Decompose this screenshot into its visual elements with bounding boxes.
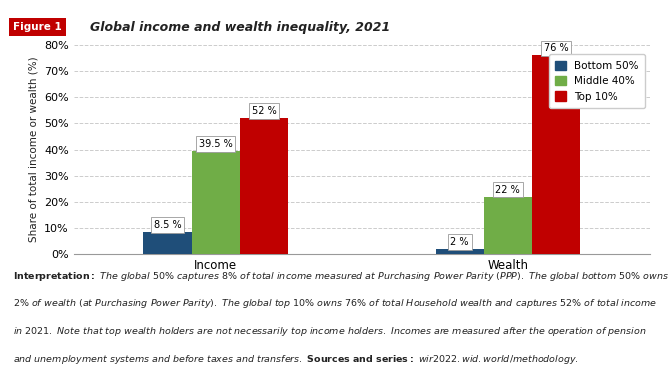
Text: Global income and wealth inequality, 2021: Global income and wealth inequality, 202… [90,21,391,34]
Bar [532,55,580,254]
Text: Figure 1: Figure 1 [13,22,62,32]
Text: 8.5 %: 8.5 % [153,220,182,230]
Text: 52 %: 52 % [252,106,276,116]
Text: 2 %: 2 % [450,237,469,247]
Bar [484,197,532,254]
Text: 39.5 %: 39.5 % [199,139,232,149]
Bar [240,118,288,254]
Bar [192,151,240,254]
Text: $\it{2\%\ of\ wealth\ (at\ Purchasing\ Power\ Parity).\ The\ global\ top\ 10\%\ : $\it{2\%\ of\ wealth\ (at\ Purchasing\ P… [13,297,658,310]
Bar [143,232,192,254]
Text: $\it{and\ unemployment\ systems\ and\ before\ taxes\ and\ transfers.\ }$$\bf{Sou: $\it{and\ unemployment\ systems\ and\ be… [13,353,579,366]
Legend: Bottom 50%, Middle 40%, Top 10%: Bottom 50%, Middle 40%, Top 10% [549,54,645,108]
Text: 22 %: 22 % [496,185,520,194]
Text: $\it{in\ 2021.\ Note\ that\ top\ wealth\ holders\ are\ not\ necessarily\ top\ in: $\it{in\ 2021.\ Note\ that\ top\ wealth\… [13,325,647,338]
Text: $\bf{Interpretation:}$$\it{\ The\ global\ 50\%\ captures\ 8\%\ of\ total\ income: $\bf{Interpretation:}$$\it{\ The\ global… [13,270,669,282]
Bar [436,249,484,254]
Y-axis label: Share of total income or wealth (%): Share of total income or wealth (%) [29,57,39,242]
Text: 76 %: 76 % [544,43,568,53]
